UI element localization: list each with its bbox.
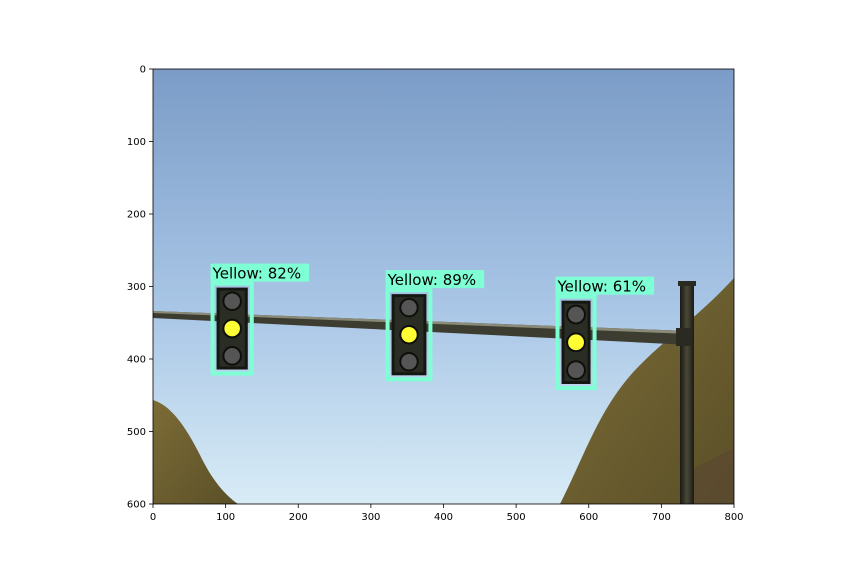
yellow-lamp-lit xyxy=(568,334,584,351)
detection-label: Yellow: 61% xyxy=(557,278,647,296)
x-tick-label: 600 xyxy=(579,512,598,523)
label-background xyxy=(210,263,310,282)
bounding-box xyxy=(385,288,433,382)
lamp-off xyxy=(568,306,584,323)
x-tick-label: 0 xyxy=(150,512,156,523)
road-patch xyxy=(690,448,734,504)
x-tick-label: 400 xyxy=(434,512,453,523)
detection-2: Yellow: 89% xyxy=(385,270,485,382)
lamp-off xyxy=(224,293,240,310)
x-tick-label: 700 xyxy=(652,512,671,523)
label-background xyxy=(385,270,485,289)
x-tick-label: 500 xyxy=(507,512,526,523)
pole-bracket xyxy=(676,328,691,346)
lamp-off xyxy=(568,362,584,379)
pole-cap xyxy=(678,281,696,286)
pole xyxy=(680,283,694,504)
detection-label: Yellow: 82% xyxy=(212,265,302,283)
image-area: Yellow: 82% Yellow: 89% Yellow: 61% xyxy=(153,69,734,504)
yellow-lamp-lit xyxy=(401,326,417,343)
bounding-box xyxy=(555,294,597,390)
y-tick-label: 400 xyxy=(127,355,146,366)
x-tick-label: 300 xyxy=(361,512,380,523)
y-tick-label: 100 xyxy=(127,137,146,148)
left-hill xyxy=(153,400,238,504)
lamp-off xyxy=(401,354,417,370)
y-tick-label: 500 xyxy=(127,427,146,438)
y-tick-label: 200 xyxy=(127,210,146,221)
yellow-lamp-lit xyxy=(224,320,240,337)
detection-1: Yellow: 82% xyxy=(210,263,310,376)
lamp-off xyxy=(401,299,417,316)
lamp-off xyxy=(224,348,240,364)
x-tick-label: 200 xyxy=(289,512,308,523)
y-tick-label: 300 xyxy=(127,282,146,293)
x-tick-label: 800 xyxy=(724,512,743,523)
detection-label: Yellow: 89% xyxy=(387,271,477,289)
y-tick-label: 600 xyxy=(127,500,146,511)
x-tick-label: 100 xyxy=(216,512,235,523)
y-tick-label: 0 xyxy=(140,65,146,76)
label-background xyxy=(555,276,655,295)
bounding-box xyxy=(210,281,254,376)
detection-3: Yellow: 61% xyxy=(555,276,655,390)
